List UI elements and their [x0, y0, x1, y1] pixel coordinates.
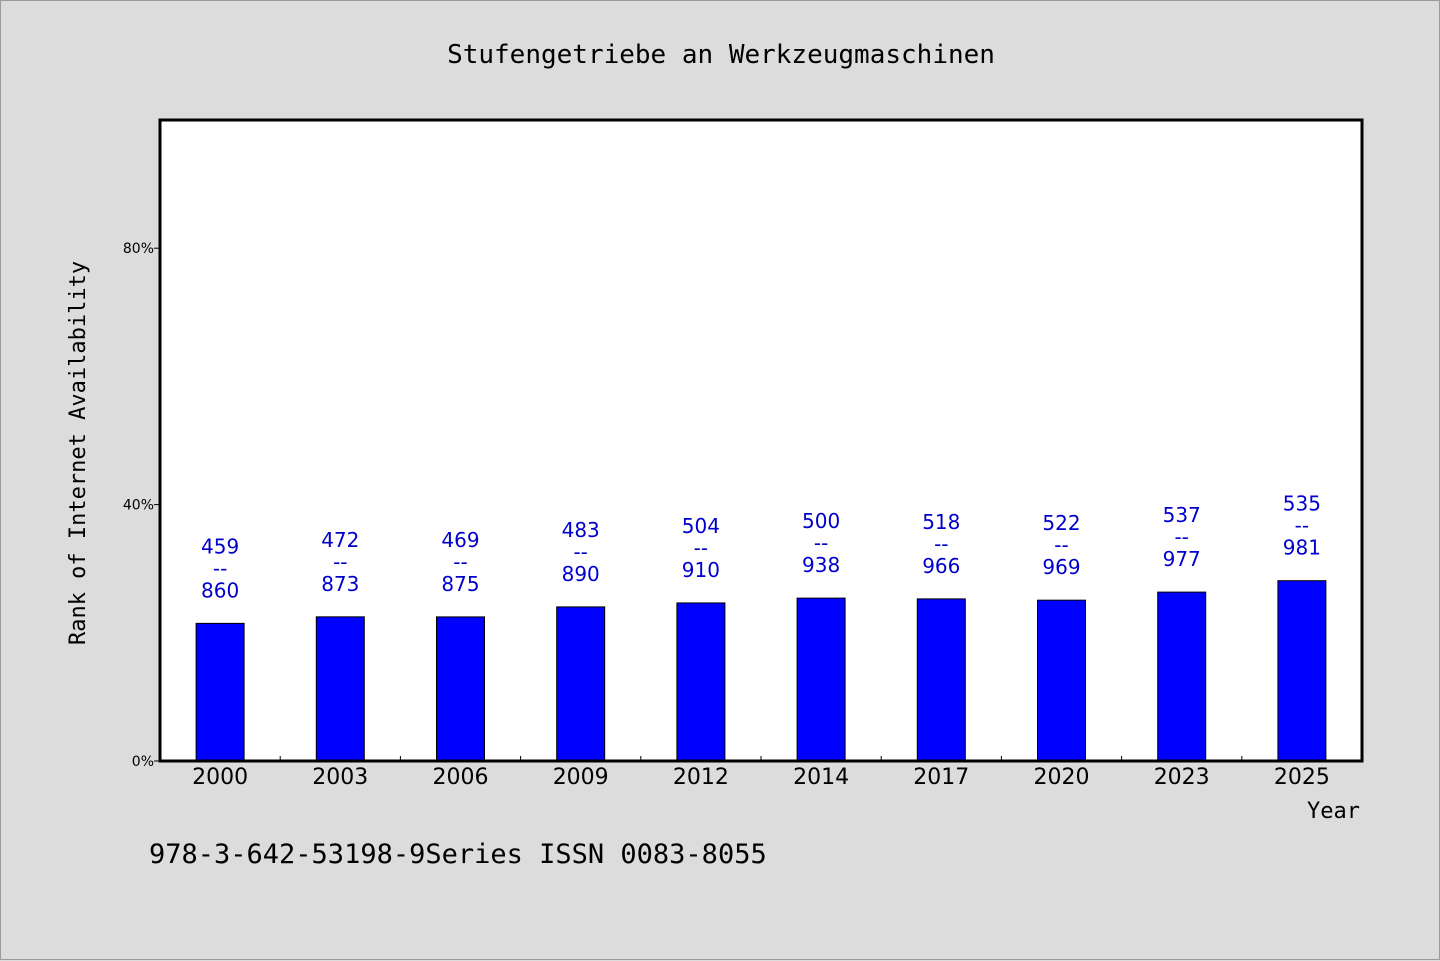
x-tick-label-2012: 2012	[673, 765, 729, 790]
bar-2020	[1037, 599, 1086, 762]
data-label-2012-top: 504	[682, 514, 720, 538]
data-label-2025-top: 535	[1283, 492, 1321, 516]
x-tick-label-2003: 2003	[312, 765, 368, 790]
data-label-2014-bottom: 938	[802, 553, 840, 577]
bars-layer	[195, 580, 1327, 762]
bar-2014	[796, 597, 846, 762]
data-label-2025-sep: --	[1295, 514, 1309, 538]
data-label-2025-bottom: 981	[1283, 536, 1321, 560]
y-tick-label-2: 80%	[123, 241, 154, 257]
bar-2017	[916, 598, 966, 762]
data-label-2017-bottom: 966	[922, 554, 960, 578]
x-tick-label-2014: 2014	[793, 765, 849, 790]
x-tick-label-2006: 2006	[433, 765, 489, 790]
data-label-2009-top: 483	[562, 518, 600, 542]
footer-isbn-text: 978-3-642-53198-9Series ISSN 0083-8055	[149, 839, 767, 870]
x-tick-label-2020: 2020	[1034, 765, 1090, 790]
x-axis-ticks: 2000 2003 2006 2009 2012 2014 2017 2020 2023 2025	[192, 756, 1330, 790]
chart-title: Stufengetriebe an Werkzeugmaschinen	[447, 40, 995, 70]
data-label-2003-sep: --	[333, 550, 347, 574]
x-tick-label-2017: 2017	[913, 765, 969, 790]
y-axis-label: Rank of Internet Availability	[66, 261, 91, 645]
data-label-2006-top: 469	[441, 528, 479, 552]
plot-border	[158, 118, 1364, 763]
data-label-2003-top: 472	[321, 528, 359, 552]
data-label-2012-bottom: 910	[682, 558, 720, 582]
data-label-2006-bottom: 875	[441, 572, 479, 596]
bar-2023	[1157, 591, 1207, 762]
bar-2000	[195, 622, 245, 762]
bar-2012	[676, 602, 726, 762]
data-label-2009-bottom: 890	[562, 562, 600, 586]
data-label-2017-top: 518	[922, 510, 960, 534]
data-label-2023-bottom: 977	[1163, 547, 1201, 571]
bar-2003	[315, 616, 365, 762]
data-label-2023-top: 537	[1163, 503, 1201, 527]
bar-2025	[1277, 580, 1327, 762]
data-label-2012-sep: --	[694, 536, 708, 560]
data-label-2014-top: 500	[802, 509, 840, 533]
bar-2006	[436, 616, 485, 762]
data-label-2014-sep: --	[814, 531, 828, 555]
y-tick-label-1: 40%	[123, 498, 154, 514]
data-labels-layer: 459--860472--873469--875483--890504--910…	[201, 492, 1321, 603]
data-label-2009-sep: --	[573, 540, 587, 564]
y-tick-label-0: 0%	[132, 754, 154, 770]
data-label-2000-bottom: 860	[201, 578, 239, 602]
data-label-2023-sep: --	[1174, 525, 1188, 549]
x-axis-label: Year	[1307, 799, 1360, 824]
x-tick-label-2023: 2023	[1154, 765, 1210, 790]
bar-2009	[556, 606, 606, 762]
x-tick-label-2000: 2000	[192, 765, 248, 790]
data-label-2020-bottom: 969	[1042, 555, 1080, 579]
x-tick-label-2025: 2025	[1274, 765, 1330, 790]
data-label-2020-top: 522	[1042, 511, 1080, 535]
y-axis-ticks: 0% 40% 80%	[123, 241, 160, 770]
data-label-2020-sep: --	[1054, 533, 1068, 557]
data-label-2000-sep: --	[213, 556, 227, 580]
x-tick-label-2009: 2009	[553, 765, 609, 790]
data-label-2017-sep: --	[934, 532, 948, 556]
data-label-2006-sep: --	[453, 550, 467, 574]
data-label-2000-top: 459	[201, 534, 239, 558]
data-label-2003-bottom: 873	[321, 572, 359, 596]
